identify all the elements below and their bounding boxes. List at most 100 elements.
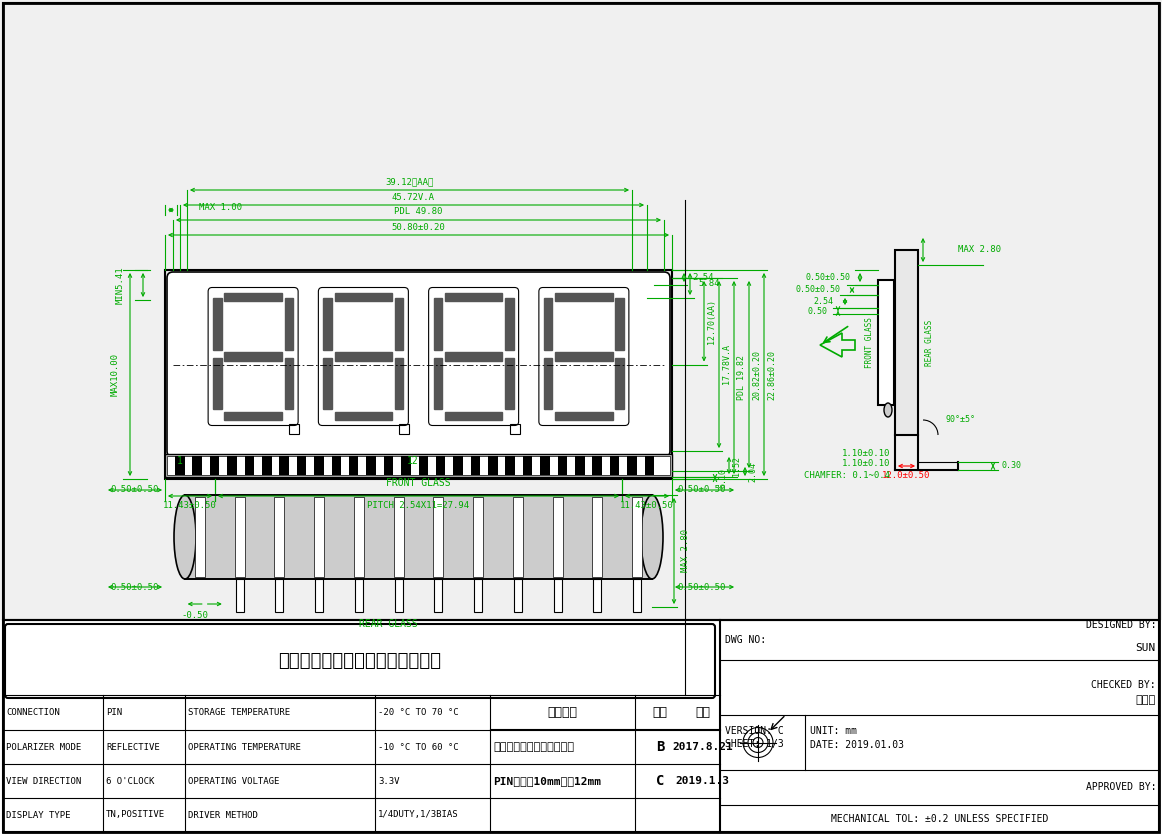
Bar [314, 456, 324, 475]
Text: C: C [655, 774, 665, 788]
Text: FRONT GLASS: FRONT GLASS [386, 478, 451, 488]
Bar [331, 456, 342, 475]
Text: MAX 1.00: MAX 1.00 [199, 204, 242, 212]
FancyArrow shape [505, 298, 514, 350]
Text: 2.04: 2.04 [748, 462, 758, 482]
FancyArrow shape [433, 358, 443, 409]
Bar [510, 423, 519, 433]
FancyArrow shape [213, 298, 222, 350]
Bar [175, 456, 185, 475]
Text: 1.10±0.10: 1.10±0.10 [841, 448, 890, 458]
Bar [505, 456, 515, 475]
Bar [418, 456, 428, 475]
Text: 6 O'CLOCK: 6 O'CLOCK [106, 777, 155, 786]
Bar [435, 579, 443, 612]
Text: DWG NO:: DWG NO: [725, 635, 766, 645]
FancyArrow shape [445, 412, 502, 421]
Text: CHAMFER: 0.1~0.4: CHAMFER: 0.1~0.4 [804, 470, 890, 479]
FancyArrow shape [433, 298, 443, 350]
Text: CHECKED BY:: CHECKED BY: [1091, 680, 1156, 690]
Bar [314, 497, 324, 577]
Text: DRIVER METHOD: DRIVER METHOD [188, 811, 258, 819]
Text: -0.50: -0.50 [181, 610, 208, 620]
FancyArrow shape [335, 292, 392, 301]
Text: UNIT: mm: UNIT: mm [810, 726, 858, 736]
Bar [0, 620, 1162, 835]
Text: 1/4DUTY,1/3BIAS: 1/4DUTY,1/3BIAS [378, 811, 459, 819]
Text: 50.80±0.20: 50.80±0.20 [392, 222, 445, 231]
Text: POLARIZER MODE: POLARIZER MODE [6, 742, 81, 752]
Bar [165, 454, 672, 477]
FancyArrow shape [323, 358, 332, 409]
Text: PDL 19.82: PDL 19.82 [738, 355, 746, 400]
FancyArrow shape [213, 358, 222, 409]
Bar [228, 456, 237, 475]
Text: STORAGE TEMPERATURE: STORAGE TEMPERATURE [188, 708, 290, 717]
Text: B: B [655, 740, 665, 754]
FancyArrow shape [323, 298, 332, 350]
Bar [383, 456, 393, 475]
Text: 1.52: 1.52 [732, 456, 741, 475]
Text: DISPLAY TYPE: DISPLAY TYPE [6, 811, 71, 819]
Bar [400, 423, 409, 433]
Text: 0.50±0.50: 0.50±0.50 [110, 583, 158, 591]
Bar [523, 456, 532, 475]
Text: REAR GLASS: REAR GLASS [359, 619, 418, 629]
Text: 2.54: 2.54 [813, 296, 833, 306]
Bar [275, 579, 284, 612]
Bar [185, 495, 652, 579]
Bar [193, 456, 202, 475]
Text: PIN: PIN [106, 708, 122, 717]
FancyArrow shape [445, 292, 502, 301]
Text: SUN: SUN [1135, 643, 1156, 653]
FancyArrow shape [505, 358, 514, 409]
Bar [610, 456, 619, 475]
Text: -20 °C TO 70 °C: -20 °C TO 70 °C [378, 708, 459, 717]
Bar [210, 456, 220, 475]
Text: PDL 49.80: PDL 49.80 [394, 208, 443, 216]
FancyArrow shape [544, 358, 552, 409]
Bar [645, 456, 654, 475]
Text: 20.82±0.20: 20.82±0.20 [753, 350, 761, 399]
Bar [473, 497, 483, 577]
Bar [553, 579, 561, 612]
Bar [514, 579, 522, 612]
Text: 0.50±0.50: 0.50±0.50 [805, 272, 849, 281]
Text: DESIGNED BY:: DESIGNED BY: [1085, 620, 1156, 630]
Bar [165, 270, 672, 479]
Ellipse shape [174, 495, 196, 579]
Text: 2019.1.3: 2019.1.3 [675, 776, 730, 786]
Text: 12.0±0.50: 12.0±0.50 [882, 470, 931, 479]
FancyArrow shape [445, 352, 502, 361]
Text: 2017.8.21: 2017.8.21 [672, 742, 733, 752]
FancyArrow shape [555, 292, 612, 301]
Bar [895, 250, 918, 435]
FancyArrow shape [395, 358, 403, 409]
Text: 3.3V: 3.3V [378, 777, 400, 786]
Text: 2.54: 2.54 [693, 272, 713, 281]
FancyArrow shape [285, 298, 293, 350]
FancyArrow shape [395, 298, 403, 350]
Text: 确认此型号所有图纸；签字确认：: 确认此型号所有图纸；签字确认： [279, 652, 442, 670]
FancyArrow shape [335, 412, 392, 421]
FancyArrow shape [555, 412, 612, 421]
Text: 11.43±0.50: 11.43±0.50 [163, 502, 217, 510]
Text: 12.70(AA): 12.70(AA) [708, 299, 717, 344]
Text: 22.86±0.20: 22.86±0.20 [767, 350, 776, 399]
Bar [540, 456, 550, 475]
Text: 17.78V.A: 17.78V.A [723, 345, 732, 384]
Text: OPERATING TEMPERATURE: OPERATING TEMPERATURE [188, 742, 301, 752]
FancyArrow shape [224, 412, 282, 421]
FancyArrow shape [224, 292, 282, 301]
Bar [395, 579, 403, 612]
FancyArrow shape [335, 352, 392, 361]
Bar [279, 456, 289, 475]
Text: 90°±5°: 90°±5° [945, 416, 975, 424]
Bar [289, 423, 299, 433]
Text: FRONT GLASS: FRONT GLASS [866, 317, 875, 368]
Text: SHEET: 1/3: SHEET: 1/3 [725, 740, 783, 750]
Text: 0.50: 0.50 [806, 306, 827, 316]
Text: OPERATING VOLTAGE: OPERATING VOLTAGE [188, 777, 279, 786]
FancyArrow shape [555, 352, 612, 361]
Text: 范文全: 范文全 [1135, 695, 1156, 705]
